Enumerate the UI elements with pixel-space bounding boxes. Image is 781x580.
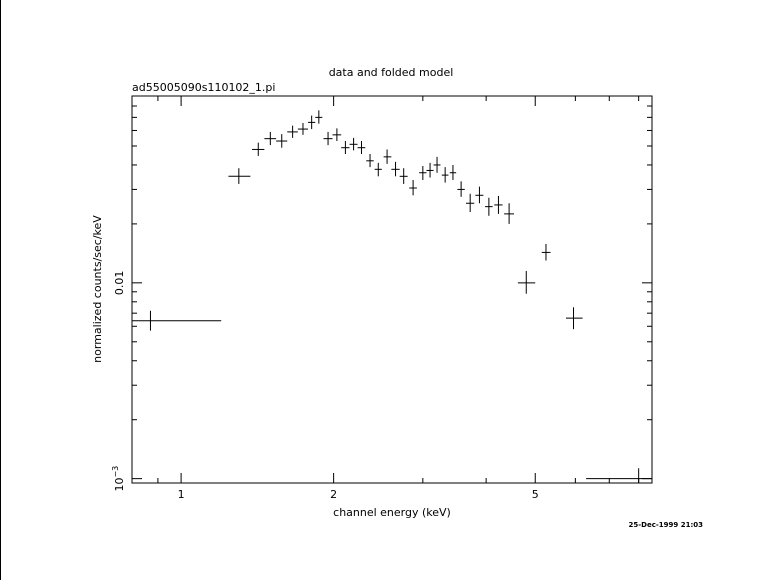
data-point (433, 156, 441, 173)
y-tick-label: 10−3 (111, 466, 126, 492)
data-point (485, 197, 493, 216)
y-tick-label: 0.01 (113, 271, 126, 296)
data-points (132, 110, 652, 483)
data-point (565, 307, 583, 330)
x-tick-label: 5 (532, 488, 539, 501)
data-point (449, 164, 457, 181)
data-point (323, 131, 333, 146)
data-point (297, 123, 308, 135)
x-tick-label: 1 (178, 488, 185, 501)
x-axis-title: channel energy (keV) (333, 506, 451, 519)
timestamp: 25-Dec-1999 21:03 (629, 521, 704, 529)
data-point (383, 149, 392, 164)
data-point (251, 142, 265, 156)
y-tick-label-exponent: −3 (111, 466, 120, 478)
data-point (399, 168, 408, 184)
data-point (465, 193, 475, 213)
data-point (341, 141, 350, 155)
data-point (391, 161, 400, 177)
data-point (441, 167, 449, 183)
data-point (494, 195, 503, 214)
data-point (586, 468, 652, 483)
data-point (276, 134, 288, 148)
data-point (504, 203, 515, 224)
data-point (517, 270, 536, 294)
data-point (132, 310, 222, 331)
data-point (307, 115, 316, 130)
data-point (475, 186, 484, 204)
chart-subtitle: ad55005090s110102_1.pi (132, 81, 275, 94)
data-point (357, 141, 366, 155)
data-point (409, 180, 417, 196)
data-point (349, 137, 358, 151)
y-tick-labels: 0.01 10−3 (111, 271, 126, 492)
data-point (374, 162, 382, 177)
data-point (315, 110, 323, 124)
data-point (366, 154, 374, 168)
data-point (457, 181, 465, 197)
plot-frame (131, 95, 653, 484)
chart-title: data and folded model (329, 66, 454, 79)
data-point (287, 125, 298, 138)
data-point (264, 131, 277, 146)
x-tick-labels: 1 2 5 (178, 488, 539, 501)
y-tick-label-base: 10 (113, 478, 126, 492)
data-point (419, 166, 427, 181)
window-edge (0, 0, 1, 580)
data-point (228, 168, 251, 184)
data-point (541, 243, 551, 261)
data-point (426, 162, 434, 178)
y-axis-title: normalized counts/sec/keV (91, 215, 104, 363)
x-tick-label: 2 (330, 488, 337, 501)
axis-ticks (131, 95, 652, 483)
data-point (332, 128, 342, 142)
